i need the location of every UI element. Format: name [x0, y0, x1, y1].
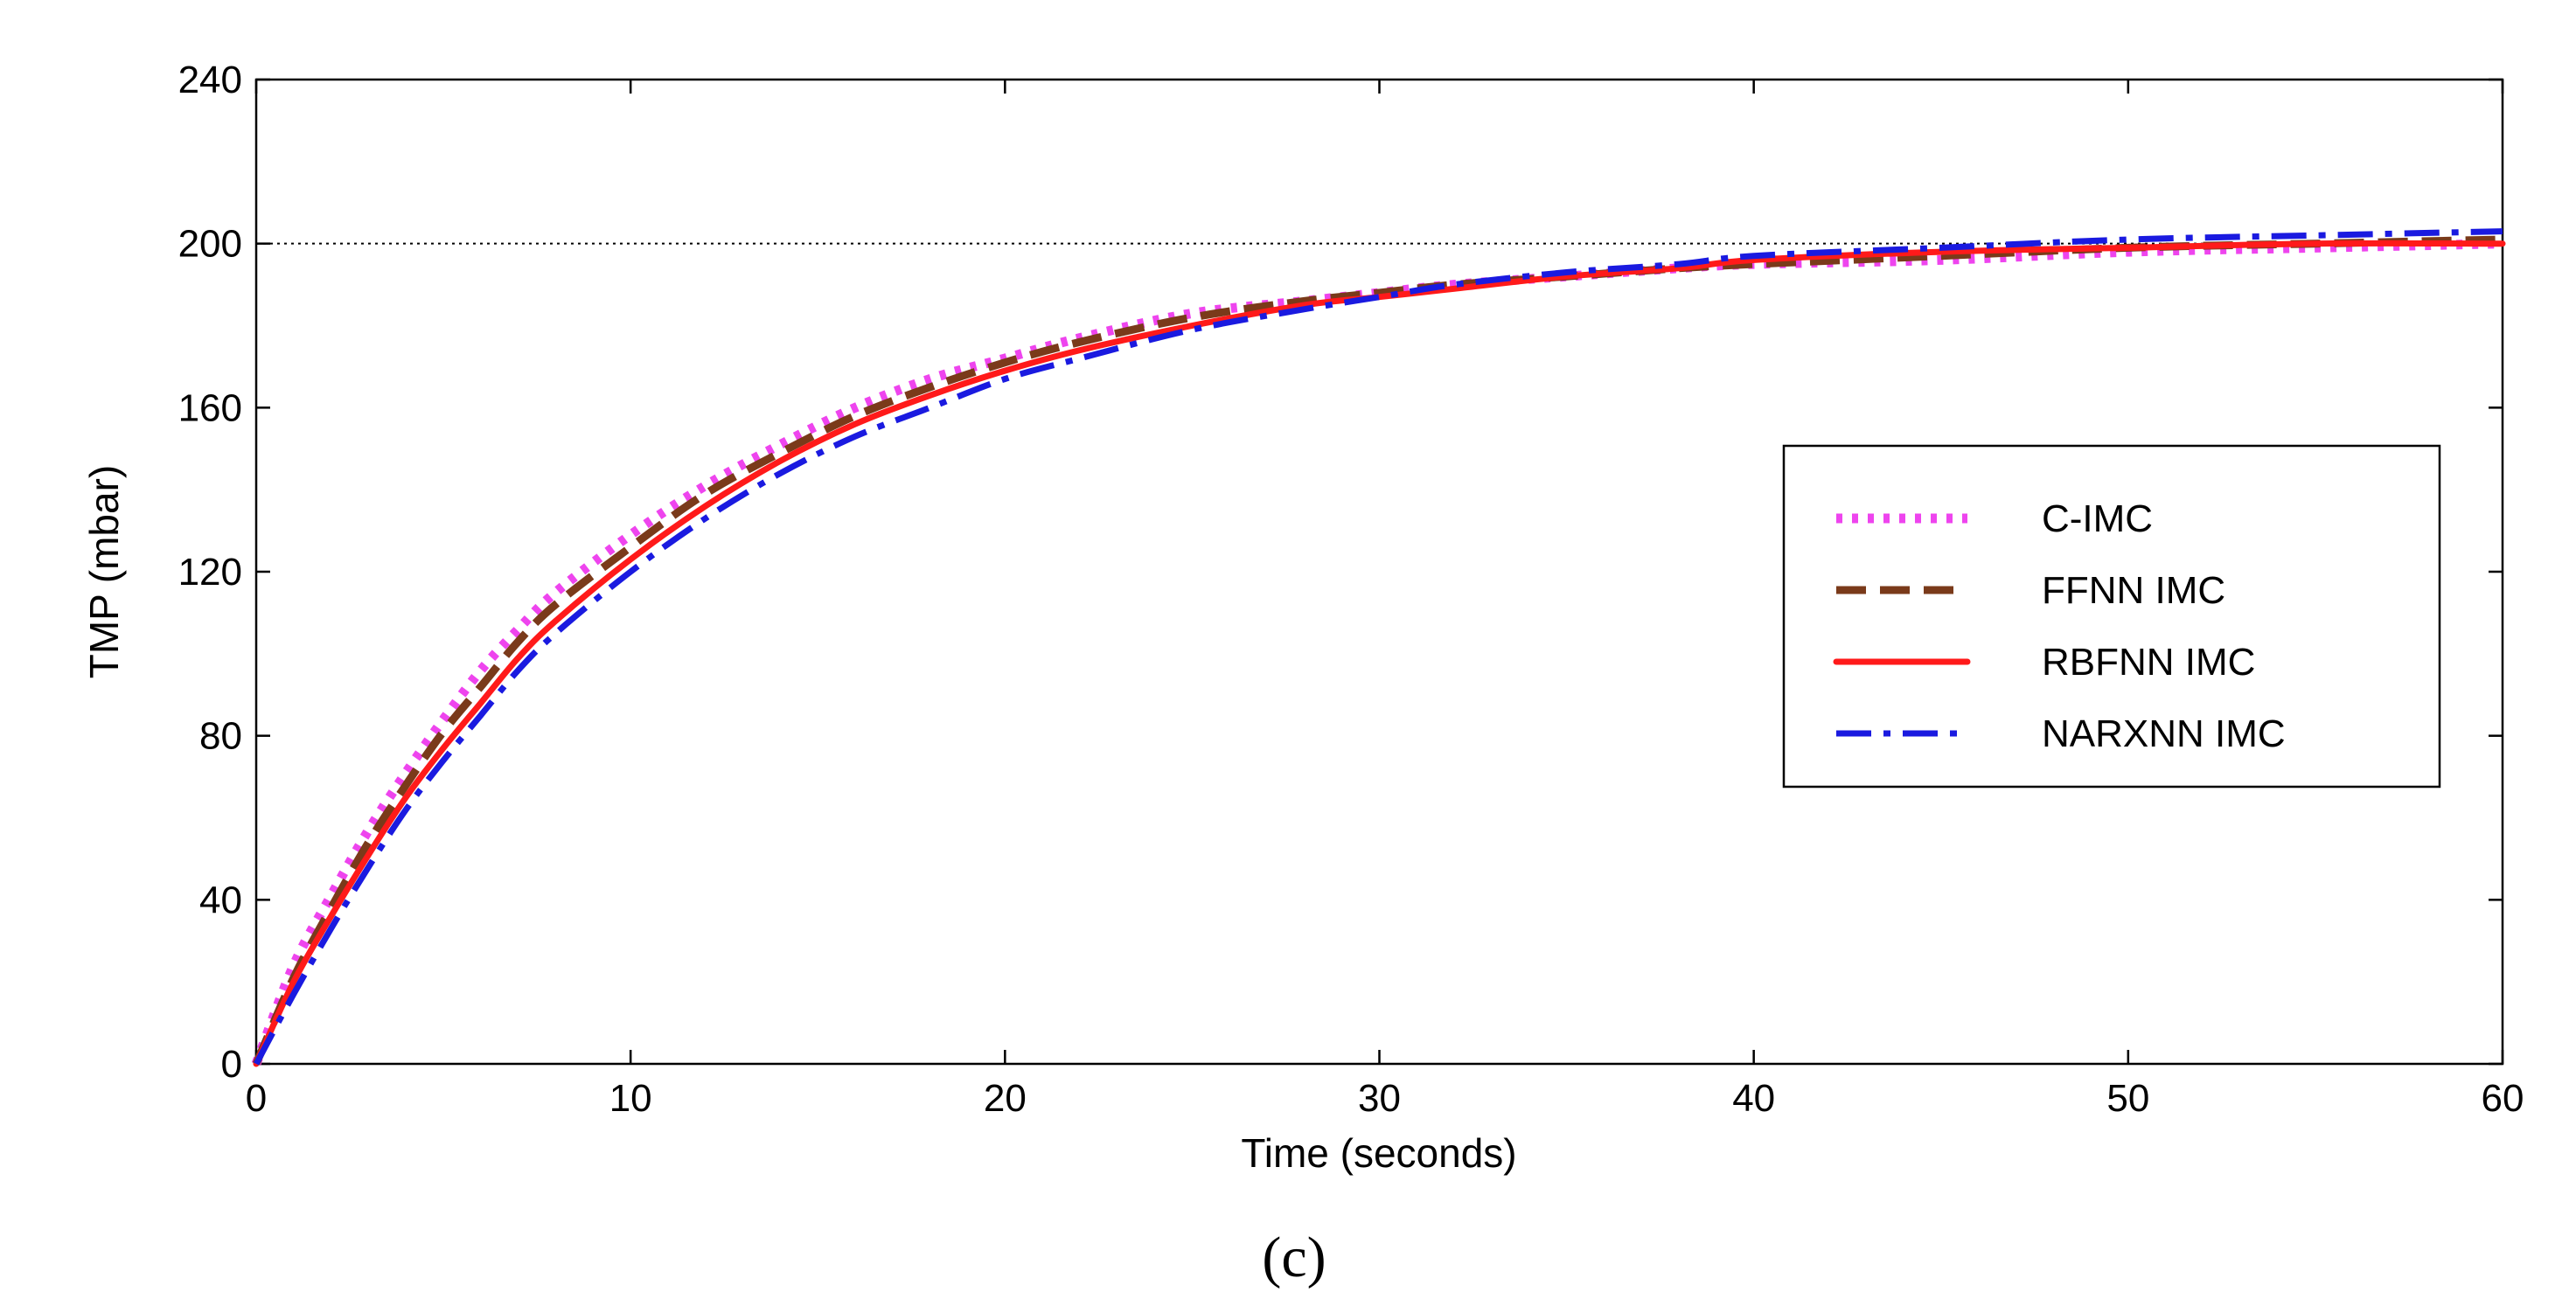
legend: C-IMC FFNN IMC RBFNN IMC NARXNN IMC [1782, 444, 2441, 788]
axis-ticks: 0 10 20 30 40 50 60 0 40 80 120 160 200 240 [178, 59, 2524, 1120]
y-tick-label: 120 [178, 551, 242, 594]
series-line-ffnn-imc [252, 235, 2503, 1066]
x-tick-label: 0 [246, 1077, 267, 1120]
series-line-narxnn-imc [253, 228, 2503, 1066]
y-axis-title: TMP (mbar) [81, 465, 127, 679]
x-tick-label: 20 [984, 1077, 1027, 1120]
y-tick-label: 80 [199, 715, 242, 758]
x-axis-title: Time (seconds) [1241, 1130, 1516, 1176]
x-tick-label: 10 [609, 1077, 652, 1120]
x-tick-label: 50 [2106, 1077, 2149, 1120]
legend-label: NARXNN IMC [2042, 712, 2286, 755]
y-tick-label: 160 [178, 386, 242, 429]
legend-box [1782, 444, 2441, 788]
legend-label: RBFNN IMC [2042, 641, 2255, 684]
x-tick-label: 40 [1732, 1077, 1775, 1120]
panel-label: (c) [1262, 1226, 1326, 1289]
y-tick-label: 40 [199, 879, 242, 921]
series-line-rbfnn-imc [253, 240, 2506, 1067]
y-tick-label: 0 [221, 1043, 242, 1086]
x-tick-label: 60 [2482, 1077, 2524, 1120]
y-tick-label: 200 [178, 223, 242, 266]
legend-label: FFNN IMC [2042, 569, 2225, 612]
y-tick-label: 240 [178, 59, 242, 101]
x-tick-label: 30 [1358, 1077, 1401, 1120]
series-layer [251, 228, 2506, 1067]
legend-items: C-IMC FFNN IMC RBFNN IMC NARXNN IMC [1833, 497, 2286, 755]
legend-label: C-IMC [2042, 497, 2153, 540]
series-line-c-imc [251, 239, 2503, 1066]
